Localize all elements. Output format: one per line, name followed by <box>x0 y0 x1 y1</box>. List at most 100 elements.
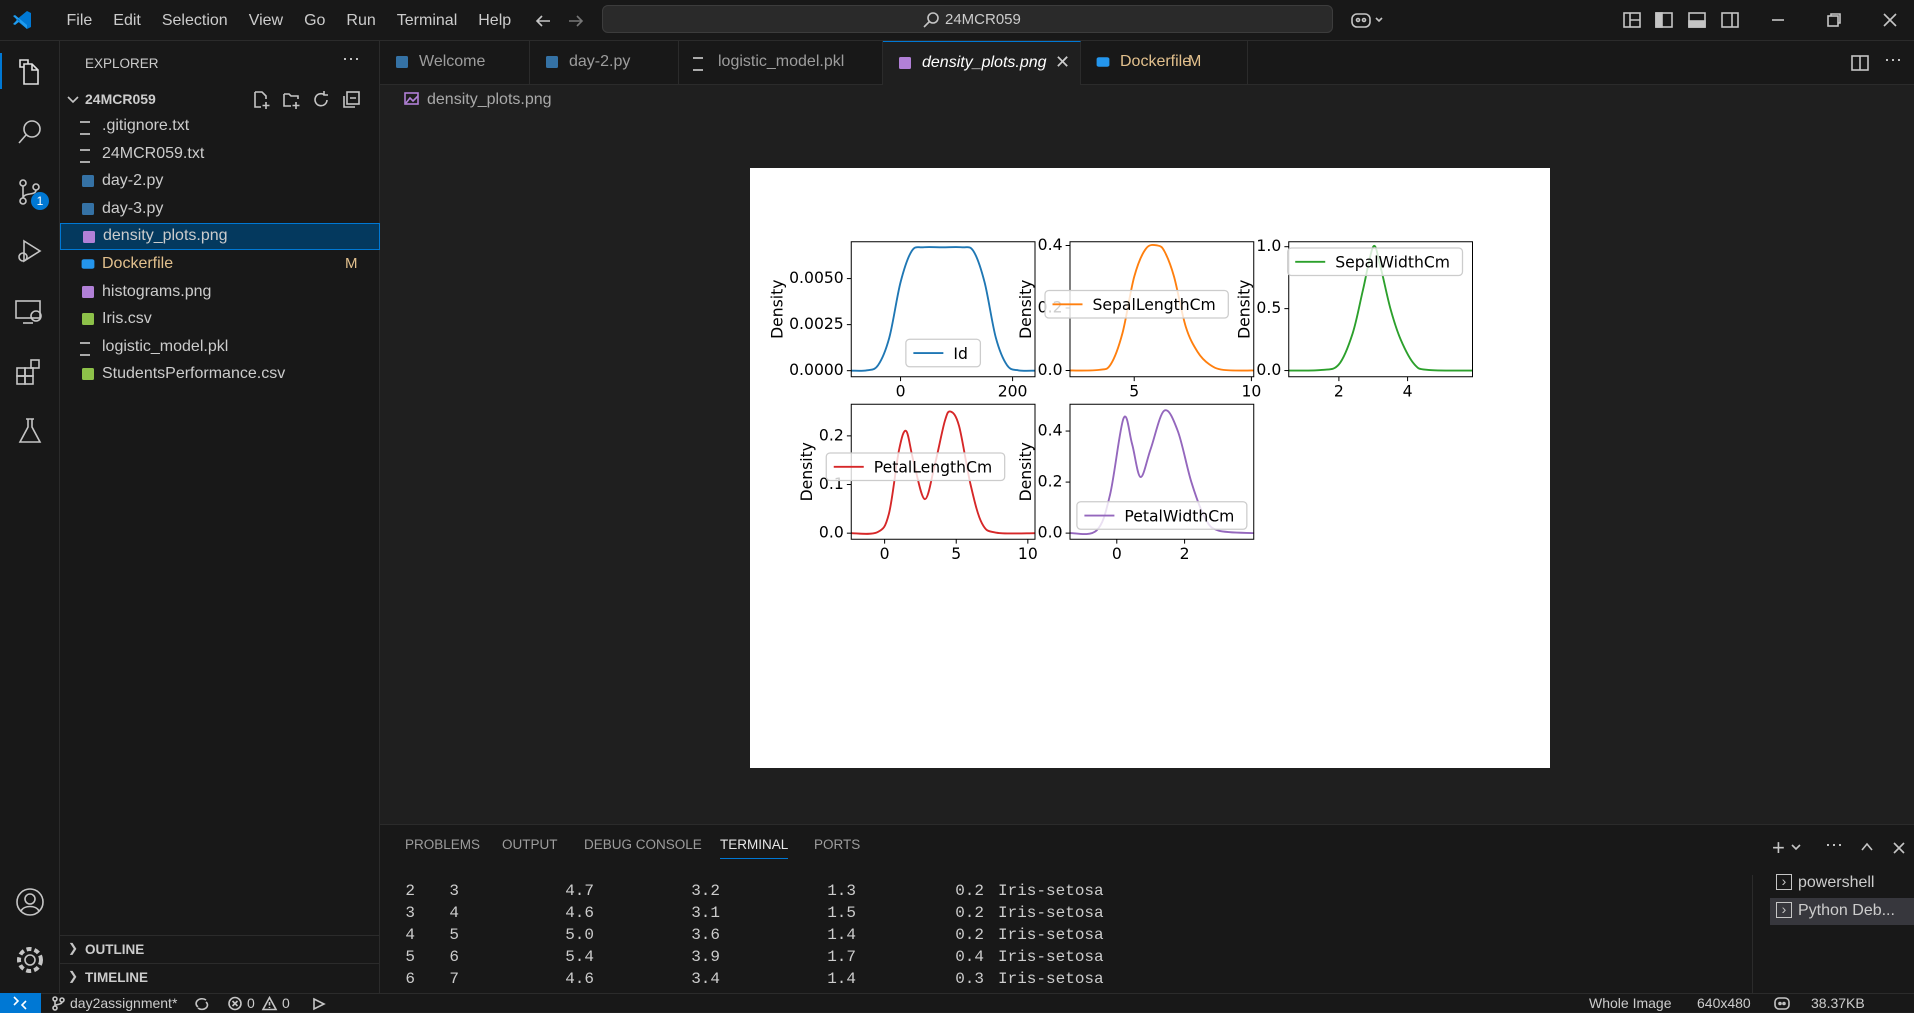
file-row[interactable]: density_plots.png <box>60 223 380 251</box>
panel-more[interactable]: ⋯ <box>1825 835 1843 855</box>
close-panel[interactable] <box>1892 841 1906 855</box>
menu-item[interactable]: File <box>66 11 93 29</box>
editor-tab[interactable]: logistic_model.pkl <box>679 41 883 85</box>
status-item[interactable]: 640x480 <box>1697 995 1751 1011</box>
file-name[interactable]: logistic_model.pkl <box>102 337 229 355</box>
search-view-icon[interactable] <box>16 118 44 146</box>
editor-more[interactable]: ⋯ <box>1884 50 1902 70</box>
menu-item[interactable]: Edit <box>113 11 141 29</box>
toggle-secondary-sidebar[interactable] <box>1721 11 1739 29</box>
menu-item[interactable]: View <box>248 11 284 29</box>
sidebar-section[interactable]: ❯ TIMELINE <box>60 963 380 991</box>
terminal-instance[interactable]: › powershell <box>1770 870 1914 897</box>
sidebar-section[interactable]: ❯ OUTLINE <box>60 935 380 963</box>
terminal-cell: 4 <box>449 904 459 922</box>
editor-tab[interactable]: Dockerfile M <box>1081 41 1248 85</box>
menu-item[interactable]: Help <box>478 11 512 29</box>
file-row[interactable]: day-3.py <box>60 196 380 223</box>
panel-tab[interactable]: OUTPUT <box>502 837 558 852</box>
terminal-cell: 1.3 <box>827 882 856 900</box>
x-tick-label: 0 <box>880 545 890 563</box>
collapse-all[interactable] <box>341 90 361 110</box>
branch[interactable]: day2assignment* <box>70 995 178 1011</box>
file-row[interactable]: Dockerfile M <box>60 251 380 278</box>
editor-tab[interactable]: day-2.py <box>530 41 679 85</box>
file-name[interactable]: density_plots.png <box>103 227 228 245</box>
remote-icon <box>13 996 27 1010</box>
copilot-status[interactable] <box>1773 995 1791 1011</box>
file-name[interactable]: Dockerfile <box>102 255 174 272</box>
terminal-cell: 4.6 <box>565 904 594 922</box>
panel-tab[interactable]: PROBLEMS <box>405 837 481 852</box>
source-control-icon[interactable] <box>16 178 44 206</box>
file-row[interactable]: StudentsPerformance.csv <box>60 361 380 388</box>
file-row[interactable]: Iris.csv <box>60 306 380 333</box>
sync-icon[interactable] <box>194 996 210 1011</box>
editor-tab[interactable]: density_plots.png ✕ <box>883 41 1081 85</box>
menu-item[interactable]: Terminal <box>396 11 458 29</box>
terminal-instance[interactable]: › Python Deb... <box>1770 898 1914 925</box>
toggle-panel[interactable] <box>1688 11 1706 29</box>
panel-tab[interactable]: DEBUG CONSOLE <box>584 837 702 852</box>
refresh[interactable] <box>312 90 332 110</box>
file-row[interactable]: 24MCR059.txt <box>60 141 380 168</box>
new-folder[interactable] <box>282 90 302 110</box>
file-row[interactable]: .gitignore.txt <box>60 113 380 140</box>
y-tick-label: 0.0 <box>1256 361 1281 379</box>
status-item[interactable]: 38.37KB <box>1811 995 1865 1011</box>
tab-close[interactable]: ✕ <box>1055 52 1071 72</box>
terminal-dropdown[interactable] <box>1790 843 1802 853</box>
extensions-icon[interactable] <box>15 358 45 386</box>
warning-count[interactable]: 0 <box>282 995 290 1011</box>
folder-name[interactable]: 24MCR059 <box>85 91 156 107</box>
file-row[interactable]: day-2.py <box>60 168 380 195</box>
explorer-icon[interactable] <box>16 58 44 86</box>
y-tick-label: 0.0025 <box>789 315 844 333</box>
panel-tab[interactable]: PORTS <box>814 837 861 852</box>
file-name[interactable]: Iris.csv <box>102 310 152 328</box>
menu-item[interactable]: Run <box>346 11 376 29</box>
status-bar: day2assignment* 0 0 Whole Image 640x480 … <box>0 993 1914 1013</box>
file-name[interactable]: histograms.png <box>102 282 212 300</box>
restore[interactable] <box>1826 12 1842 28</box>
run-debug-icon[interactable] <box>16 237 44 265</box>
settings-icon[interactable] <box>15 945 45 975</box>
command-center[interactable]: 24MCR059 <box>602 5 1333 33</box>
copilot-button[interactable] <box>1350 9 1386 31</box>
customize-layout[interactable] <box>1623 11 1641 29</box>
axes-frame <box>1069 403 1255 540</box>
terminal-cell: 6 <box>405 970 415 988</box>
toggle-sidebar[interactable] <box>1655 11 1673 29</box>
file-name[interactable]: .gitignore.txt <box>102 117 190 134</box>
ports-icon[interactable] <box>311 996 327 1011</box>
forward-button[interactable] <box>567 12 585 30</box>
legend: PetalWidthCm <box>1076 501 1248 530</box>
remote-indicator[interactable] <box>0 993 41 1013</box>
file-name[interactable]: day-3.py <box>102 199 164 217</box>
error-count[interactable]: 0 <box>247 995 255 1011</box>
file-row[interactable]: histograms.png <box>60 279 380 306</box>
file-name[interactable]: StudentsPerformance.csv <box>102 365 286 383</box>
chevron-down <box>67 96 79 104</box>
editor-tab[interactable]: Welcome <box>380 41 530 85</box>
new-terminal[interactable]: + <box>1772 835 1785 860</box>
menu-item[interactable]: Go <box>304 11 326 29</box>
panel-tab[interactable]: TERMINAL <box>720 837 789 859</box>
more-actions[interactable]: ⋯ <box>342 49 361 69</box>
close-window[interactable] <box>1882 12 1898 28</box>
maximize-panel[interactable] <box>1860 841 1874 853</box>
file-name[interactable]: 24MCR059.txt <box>102 144 205 162</box>
menu-item[interactable]: Selection <box>161 11 228 29</box>
accounts-icon[interactable] <box>15 887 45 917</box>
status-item[interactable]: Whole Image <box>1589 995 1672 1011</box>
remote-explorer-icon[interactable] <box>14 298 44 326</box>
file-row[interactable]: logistic_model.pkl <box>60 334 380 361</box>
file-name[interactable]: day-2.py <box>102 172 164 190</box>
testing-icon[interactable] <box>17 417 43 445</box>
new-file[interactable] <box>252 90 272 110</box>
split-editor[interactable] <box>1851 54 1869 72</box>
terminal-cell: 0.2 <box>955 882 984 900</box>
terminal-cell: 3.6 <box>691 926 720 944</box>
minimize[interactable] <box>1770 12 1786 28</box>
back-button[interactable] <box>534 12 552 30</box>
